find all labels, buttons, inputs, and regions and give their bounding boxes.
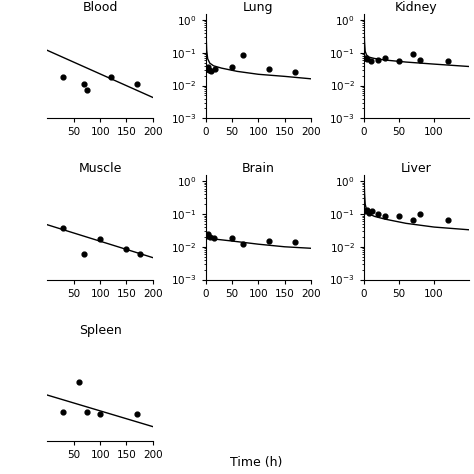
Point [205, 66, 212, 73]
Point [374, 210, 382, 218]
Point [416, 56, 424, 64]
Title: Liver: Liver [401, 163, 432, 175]
Point [374, 56, 382, 64]
Point [228, 235, 236, 242]
Point [203, 65, 210, 73]
Point [239, 51, 246, 59]
Point [292, 68, 299, 76]
Point [292, 238, 299, 246]
Point [75, 378, 83, 386]
Title: Muscle: Muscle [78, 163, 122, 175]
Point [265, 65, 273, 73]
Point [59, 73, 67, 81]
Point [203, 232, 210, 239]
Point [381, 212, 389, 219]
Point [136, 250, 144, 258]
Point [207, 68, 215, 75]
Title: Lung: Lung [243, 1, 273, 14]
Point [83, 86, 91, 93]
Point [107, 73, 115, 81]
Point [228, 63, 236, 70]
Title: Brain: Brain [242, 163, 275, 175]
Point [96, 236, 104, 243]
Point [211, 65, 219, 73]
Point [123, 245, 130, 252]
Point [365, 209, 373, 217]
Point [81, 250, 88, 258]
Point [444, 216, 452, 224]
Title: Kidney: Kidney [395, 1, 438, 14]
Point [204, 230, 211, 237]
Title: Blood: Blood [82, 1, 118, 14]
Text: Time (h): Time (h) [230, 456, 282, 469]
Point [96, 410, 104, 418]
Point [204, 63, 211, 70]
Point [206, 233, 214, 241]
Point [361, 54, 369, 62]
Point [367, 57, 374, 65]
Point [59, 225, 67, 232]
Point [363, 55, 370, 63]
Point [416, 210, 424, 218]
Point [409, 50, 417, 58]
Point [265, 237, 273, 245]
Point [133, 410, 141, 418]
Point [83, 409, 91, 416]
Point [81, 81, 88, 88]
Point [210, 235, 217, 242]
Point [239, 240, 246, 248]
Point [395, 212, 403, 220]
Title: Spleen: Spleen [79, 324, 121, 337]
Point [395, 57, 403, 65]
Point [363, 207, 370, 214]
Point [444, 57, 452, 65]
Point [361, 208, 369, 215]
Point [381, 54, 389, 62]
Point [59, 409, 67, 416]
Point [133, 81, 141, 88]
Point [409, 216, 417, 224]
Point [368, 208, 376, 215]
